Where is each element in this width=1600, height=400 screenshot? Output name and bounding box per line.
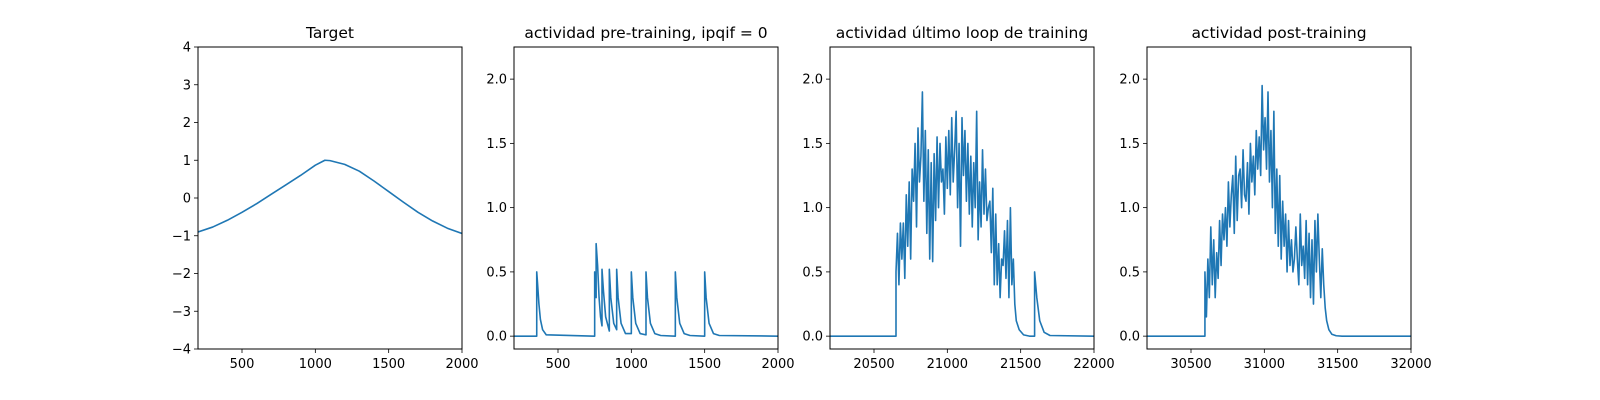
x-tick-label: 21500: [1000, 357, 1041, 372]
y-tick-label: 2.0: [1119, 73, 1140, 88]
x-tick-label: 31500: [1317, 357, 1358, 372]
chart-title: actividad post-training: [1191, 24, 1366, 42]
x-tick-label: 2000: [445, 357, 478, 372]
y-tick-label: −1: [172, 229, 191, 244]
chart-panel-2: 500 1000 1500 2000 0.0 0.5 1.0 1.5 2.0 actividad …: [486, 24, 794, 372]
x-tick-label: 31000: [1244, 357, 1285, 372]
y-tick-label: −3: [172, 305, 191, 320]
x-tick-label: 21000: [927, 357, 968, 372]
x-tick-label: 22000: [1073, 357, 1114, 372]
x-tick-label: 32000: [1390, 357, 1431, 372]
y-tick-label: −4: [172, 343, 191, 358]
y-tick-label: 1.0: [802, 201, 823, 216]
plot-frame: [829, 46, 1095, 350]
plot-frame: [197, 46, 463, 350]
y-tick-label: 0.0: [1119, 330, 1140, 345]
series-line-1: [1147, 84, 1411, 337]
y-tick-label: 0.0: [486, 330, 507, 345]
x-tick-label: 1000: [615, 357, 648, 372]
y-tick-label: −2: [172, 267, 191, 282]
y-tick-label: 0.5: [1119, 265, 1140, 280]
x-tick-label: 500: [546, 357, 571, 372]
series-line-1: [830, 91, 1094, 337]
plot-frame: [1146, 46, 1412, 350]
chart-panel-1: 500 1000 1500 2000 −4 −3 −2 −1 0 1 2 3 4 Target: [172, 24, 479, 372]
y-tick-label: 1.5: [802, 137, 823, 152]
x-tick-label: 500: [230, 357, 255, 372]
x-tick-label: 1500: [372, 357, 405, 372]
y-tick-label: 0.5: [486, 265, 507, 280]
y-tick-label: 1.5: [486, 137, 507, 152]
chart-panel-4: 30500 31000 31500 32000 0.0 0.5 1.0 1.5 2.0 activ…: [1119, 24, 1431, 372]
y-tick-label: 4: [183, 41, 191, 56]
y-tick-label: 1.5: [1119, 137, 1140, 152]
y-tick-label: 0: [183, 192, 191, 207]
series-line-1: [514, 242, 778, 337]
y-tick-label: 0.0: [802, 330, 823, 345]
x-tick-label: 20500: [853, 357, 894, 372]
series-line-1: [198, 159, 462, 235]
x-tick-label: 1500: [688, 357, 721, 372]
chart-title: actividad pre-training, ipqif = 0: [524, 24, 767, 42]
y-tick-label: 1: [183, 154, 191, 169]
x-tick-label: 2000: [761, 357, 794, 372]
plot-frame: [513, 46, 779, 350]
y-tick-label: 0.5: [802, 265, 823, 280]
y-tick-label: 3: [183, 78, 191, 93]
x-tick-label: 30500: [1170, 357, 1211, 372]
y-tick-label: 2: [183, 116, 191, 131]
y-tick-label: 1.0: [1119, 201, 1140, 216]
x-tick-label: 1000: [299, 357, 332, 372]
chart-title: actividad último loop de training: [836, 24, 1088, 42]
chart-title: Target: [305, 24, 354, 42]
y-tick-label: 2.0: [802, 73, 823, 88]
y-tick-label: 2.0: [486, 73, 507, 88]
y-tick-label: 1.0: [486, 201, 507, 216]
chart-panel-3: 20500 21000 21500 22000 0.0 0.5 1.0 1.5 2.0 activ…: [802, 24, 1114, 372]
